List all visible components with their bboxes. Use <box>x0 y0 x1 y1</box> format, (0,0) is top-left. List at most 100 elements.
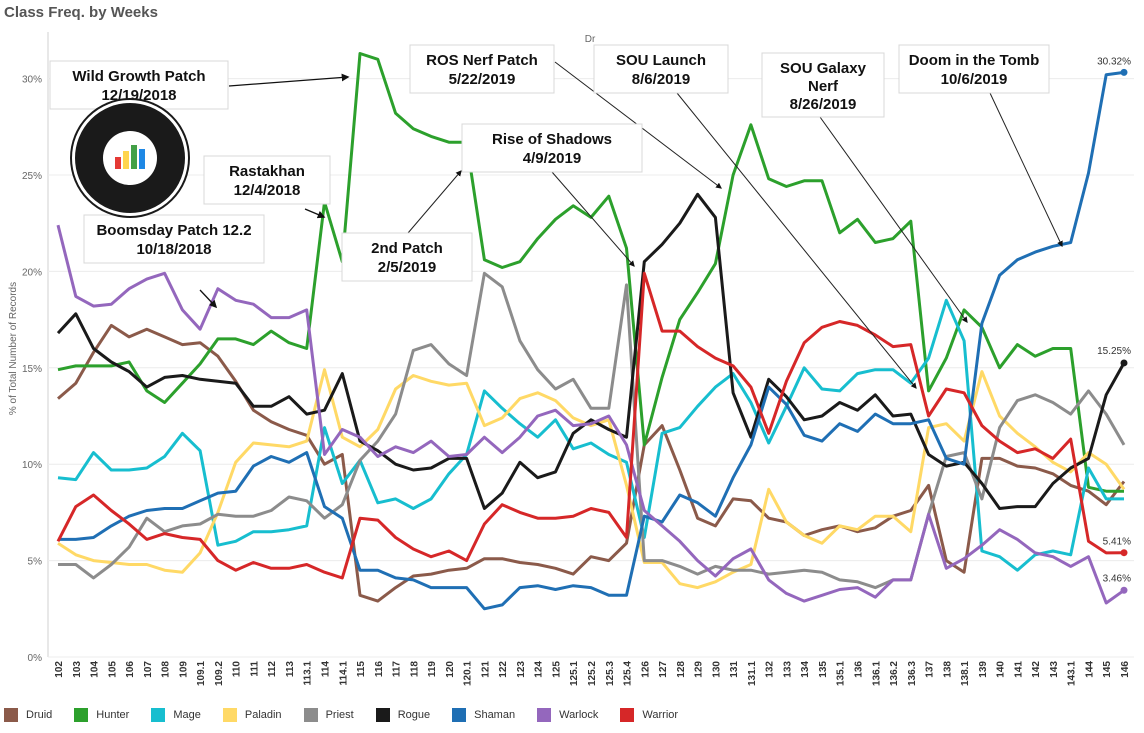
annotation-arrow <box>228 73 350 87</box>
end-label-rogue: 15.25% <box>1097 346 1131 357</box>
end-point-rogue <box>1120 359 1128 367</box>
x-tick-label: 135.1 <box>836 661 847 686</box>
legend-swatch <box>452 708 467 722</box>
x-tick-label: 115 <box>356 661 367 678</box>
x-tick-label: 145 <box>1102 661 1113 678</box>
annotation-arrow <box>551 171 635 267</box>
legend-item-paladin: Paladin <box>222 708 282 722</box>
annotation-arrow <box>989 92 1063 248</box>
annotation-arrow <box>819 116 968 323</box>
annotation-box <box>203 155 331 205</box>
x-tick-label: 113 <box>285 661 296 678</box>
x-tick-label: 104 <box>90 661 101 678</box>
x-tick-label: 126 <box>640 661 651 678</box>
x-tick-label: 141 <box>1013 661 1024 678</box>
legend-item-warrior: Warrior <box>620 708 678 722</box>
x-tick-label: 109.1 <box>196 661 207 686</box>
series-line-druid <box>57 323 1126 603</box>
annotation-text: 12/4/2018 <box>234 182 301 199</box>
annotation-box <box>409 44 555 94</box>
legend-item-priest: Priest <box>303 708 354 722</box>
annotation-text: Rise of Shadows <box>492 131 612 148</box>
x-tick-label: 143 <box>1049 661 1060 678</box>
end-label-warrior: 5.41% <box>1103 537 1131 548</box>
x-tick-label: 121 <box>480 661 491 678</box>
legend-label: Druid <box>26 709 53 721</box>
series-line-paladin <box>57 368 1126 590</box>
x-tick-label: 103 <box>72 661 83 678</box>
x-tick-label: 131.1 <box>747 661 758 686</box>
legend-item-mage: Mage <box>151 708 201 722</box>
legend-label: Mage <box>173 709 201 721</box>
legend-item-hunter: Hunter <box>74 708 129 722</box>
annotation-text: 10/6/2019 <box>941 71 1008 88</box>
legend-label: Paladin <box>244 709 282 721</box>
x-tick-label: 106 <box>125 661 136 678</box>
annotation-arrow <box>676 92 917 389</box>
series-line-mage <box>57 298 1124 572</box>
x-tick-label: 117 <box>392 661 403 678</box>
y-tick-label: 0% <box>28 653 43 664</box>
y-axis-label: % of Total Number of Records <box>8 282 19 415</box>
x-tick-label: 111 <box>249 661 260 677</box>
legend-swatch <box>74 708 89 722</box>
annotation-arrow <box>407 170 462 234</box>
legend-swatch <box>537 708 552 722</box>
x-tick-label: 105 <box>107 661 118 678</box>
legend-label: Priest <box>325 709 354 721</box>
series-line-shaman <box>58 70 1125 611</box>
annotation-text: SOU Launch <box>616 52 706 69</box>
x-tick-label: 136.1 <box>871 661 882 686</box>
y-tick-label: 10% <box>22 460 42 471</box>
x-tick-label: 122 <box>498 661 509 678</box>
x-tick-label: 129 <box>694 661 705 678</box>
x-tick-label: 125 <box>551 661 562 678</box>
annotation-box <box>898 44 1050 94</box>
chart-legend: Druid Hunter Mage Paladin Priest Rogue Shaman W… <box>4 708 700 722</box>
x-tick-label: 112 <box>267 661 278 678</box>
legend-label: Rogue <box>397 709 431 721</box>
annotation-text: 5/22/2019 <box>449 71 516 88</box>
x-tick-label: 109.2 <box>214 661 225 686</box>
x-tick-label: 125.3 <box>605 661 616 686</box>
x-tick-label: 132 <box>765 661 776 678</box>
x-tick-label: 136.2 <box>889 661 900 686</box>
x-tick-label: 138 <box>942 661 953 678</box>
x-tick-label: 110 <box>232 661 243 678</box>
annotation-text: SOU Galaxy <box>780 60 867 77</box>
legend-item-shaman: Shaman <box>452 708 515 722</box>
y-tick-label: 20% <box>22 267 42 278</box>
x-tick-label: 128 <box>676 661 687 678</box>
x-tick-label: 116 <box>374 661 385 678</box>
legend-item-druid: Druid <box>4 708 52 722</box>
x-tick-label: 125.2 <box>587 661 598 686</box>
x-tick-label: 135 <box>818 661 829 678</box>
x-tick-label: 125.4 <box>623 661 634 686</box>
x-tick-label: 108 <box>161 661 172 678</box>
x-tick-label: 143.1 <box>1067 661 1078 686</box>
end-label-shaman: 30.32% <box>1097 56 1131 67</box>
x-tick-label: 118 <box>409 661 420 678</box>
legend-label: Warlock <box>559 709 599 721</box>
x-tick-label: 142 <box>1031 661 1042 678</box>
series-line-warrior <box>56 271 1125 580</box>
legend-swatch <box>375 708 390 722</box>
y-tick-label: 30% <box>22 75 42 86</box>
x-tick-label: 120.1 <box>463 661 474 686</box>
x-tick-label: 113.1 <box>303 661 314 686</box>
x-tick-label: 102 <box>54 661 65 678</box>
legend-swatch <box>4 708 18 722</box>
y-tick-label: 5% <box>28 557 43 568</box>
series-line-warlock <box>56 224 1125 605</box>
end-point-warlock <box>1120 586 1128 594</box>
x-tick-label: 107 <box>143 661 154 678</box>
legend-label: Shaman <box>474 709 516 721</box>
annotation-text: 8/6/2019 <box>632 71 690 88</box>
x-tick-label: 133 <box>782 661 793 678</box>
x-tick-label: 123 <box>516 661 527 678</box>
x-tick-label: 114 <box>321 661 332 678</box>
legend-swatch <box>620 708 635 722</box>
end-point-warrior <box>1120 549 1128 557</box>
x-tick-label: 109 <box>178 661 189 678</box>
annotation-text: 4/9/2019 <box>523 150 581 167</box>
